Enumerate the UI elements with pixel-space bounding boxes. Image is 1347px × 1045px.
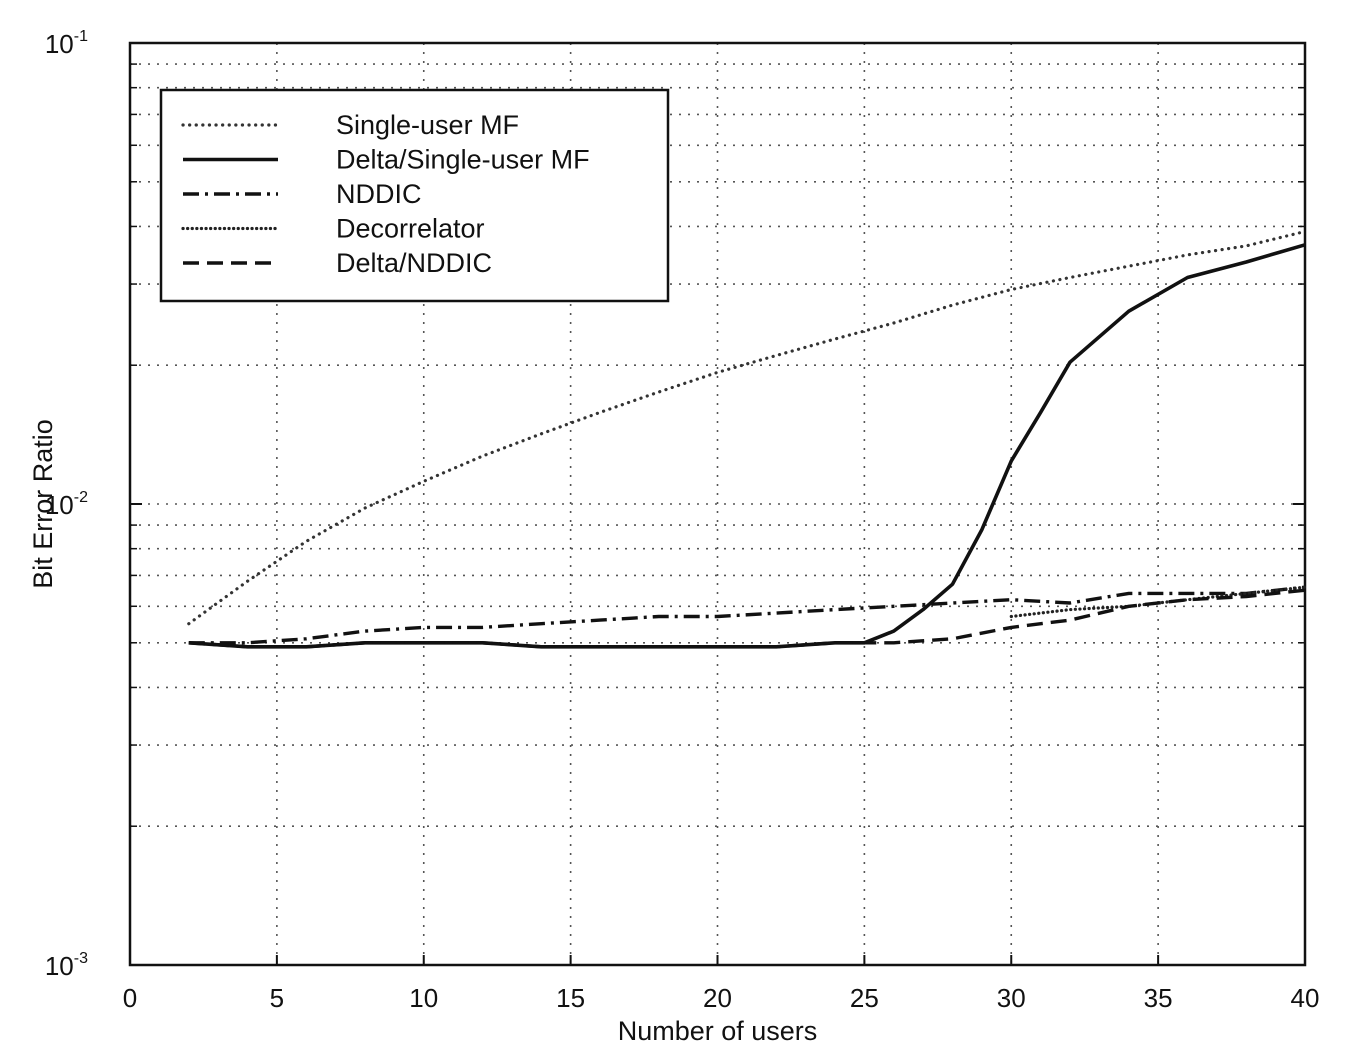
legend-label: Delta/NDDIC — [336, 248, 492, 278]
y-tick-label: 10-1 — [45, 28, 88, 59]
x-tick-label: 35 — [1144, 983, 1173, 1013]
y-axis-label: Bit Error Ratio — [28, 419, 58, 589]
x-tick-label: 20 — [703, 983, 732, 1013]
legend-label: NDDIC — [336, 179, 422, 209]
y-tick-label: 10-3 — [45, 950, 88, 981]
series-line-nddic — [188, 585, 1306, 645]
legend-label: Delta/Single-user MF — [336, 145, 590, 175]
x-tick-label: 40 — [1291, 983, 1320, 1013]
legend: Single-user MF Delta/Single-user MF NDDIC D… — [159, 88, 670, 303]
series-lines — [187, 229, 1307, 649]
x-tick-label: 25 — [850, 983, 879, 1013]
series-line-delta-nddic — [188, 588, 1306, 649]
x-axis-label: Number of users — [618, 1016, 818, 1045]
x-tick-label: 10 — [409, 983, 438, 1013]
x-tick-label: 5 — [270, 983, 284, 1013]
series-line-single-user-mf — [187, 229, 1307, 626]
legend-label: Single-user MF — [336, 110, 519, 140]
x-tick-label: 30 — [997, 983, 1026, 1013]
series-line-delta-single-user-mf — [188, 243, 1306, 649]
legend-label: Decorrelator — [336, 214, 485, 244]
x-tick-label: 0 — [123, 983, 137, 1013]
x-tick-label: 15 — [556, 983, 585, 1013]
